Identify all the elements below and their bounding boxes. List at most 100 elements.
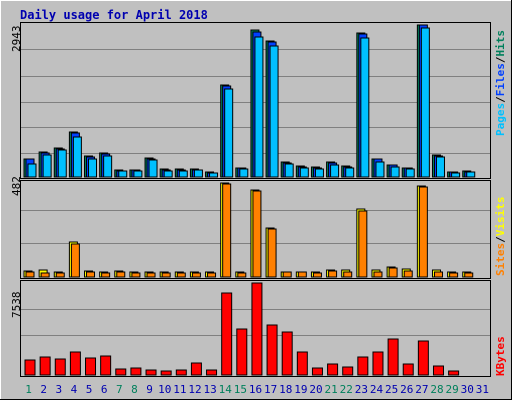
bar-kbytes-17 <box>266 324 278 376</box>
bar-sites-15 <box>237 272 247 278</box>
bar-pages-25 <box>390 166 400 178</box>
bar-sites-19 <box>297 271 307 278</box>
bar-kbytes-27 <box>417 340 429 376</box>
bar-pages-21 <box>330 164 340 178</box>
x-label-7: 7 <box>116 383 123 396</box>
bar-sites-21 <box>328 270 338 278</box>
bar-sites-6 <box>101 272 111 278</box>
legend-sep-2: / <box>494 56 507 63</box>
bar-sites-12 <box>191 272 201 278</box>
bar-kbytes-10 <box>160 370 172 376</box>
x-label-22: 22 <box>340 383 353 396</box>
x-label-15: 15 <box>234 383 247 396</box>
x-label-3: 3 <box>56 383 63 396</box>
bar-kbytes-28 <box>432 365 444 376</box>
x-label-9: 9 <box>146 383 153 396</box>
bar-pages-19 <box>299 167 309 178</box>
bar-kbytes-7 <box>115 368 127 376</box>
x-label-26: 26 <box>400 383 413 396</box>
x-label-5: 5 <box>86 383 93 396</box>
chart-title: Daily usage for April 2018 <box>20 8 208 22</box>
bar-pages-6 <box>103 155 113 178</box>
bar-kbytes-26 <box>402 363 414 376</box>
x-label-17: 17 <box>264 383 277 396</box>
x-label-27: 27 <box>415 383 428 396</box>
x-label-11: 11 <box>173 383 186 396</box>
bar-pages-9 <box>148 159 158 178</box>
x-label-21: 21 <box>325 383 338 396</box>
x-axis-labels: 1 2 3 4 5 6 7 8 9 10 11 12 13 14 15 16 17 18 19 20 21 22 23 24 2… <box>25 383 489 396</box>
bar-kbytes-8 <box>130 367 142 376</box>
bar-sites-9 <box>146 272 156 278</box>
bar-sites-11 <box>176 272 186 278</box>
bars <box>23 24 476 376</box>
bar-pages-12 <box>193 169 203 178</box>
bar-sites-29 <box>449 272 459 278</box>
bar-sites-8 <box>131 272 141 278</box>
bar-kbytes-2 <box>39 356 51 376</box>
bar-sites-20 <box>312 272 322 278</box>
bar-kbytes-21 <box>327 363 339 376</box>
bar-kbytes-19 <box>296 351 308 376</box>
bar-pages-1 <box>27 163 37 178</box>
bar-pages-27 <box>420 27 430 178</box>
x-label-31: 31 <box>476 383 489 396</box>
x-label-20: 20 <box>309 383 322 396</box>
bar-sites-25 <box>388 267 398 278</box>
x-label-28: 28 <box>430 383 443 396</box>
bar-pages-2 <box>42 154 52 178</box>
legend-sites: Sites <box>494 243 507 276</box>
bar-kbytes-15 <box>236 328 248 376</box>
bar-kbytes-12 <box>190 362 202 376</box>
bar-pages-24 <box>375 161 385 178</box>
legend-bottom: KBytes <box>494 336 507 376</box>
bar-pages-28 <box>435 156 445 178</box>
x-label-6: 6 <box>101 383 108 396</box>
x-label-4: 4 <box>71 383 78 396</box>
bar-kbytes-6 <box>100 355 112 376</box>
x-label-12: 12 <box>188 383 201 396</box>
bar-pages-13 <box>209 172 219 178</box>
bar-pages-5 <box>88 158 98 178</box>
bar-pages-4 <box>72 136 82 178</box>
bar-kbytes-3 <box>54 358 66 376</box>
x-label-25: 25 <box>385 383 398 396</box>
legend-sep-3: / <box>494 236 507 243</box>
bar-sites-16 <box>252 190 262 278</box>
bar-kbytes-29 <box>448 370 460 376</box>
legend-top: Pages/Files/Hits <box>494 30 507 136</box>
x-label-2: 2 <box>40 383 47 396</box>
bar-pages-16 <box>254 36 264 178</box>
legend-pages: Pages <box>494 103 507 136</box>
bar-sites-4 <box>70 243 80 278</box>
bar-kbytes-22 <box>342 366 354 376</box>
bar-pages-17 <box>269 45 279 178</box>
bar-pages-22 <box>345 167 355 178</box>
bar-kbytes-14 <box>221 292 233 376</box>
bar-pages-14 <box>224 88 234 178</box>
x-label-8: 8 <box>131 383 138 396</box>
bar-sites-1 <box>25 271 35 278</box>
bar-pages-26 <box>405 168 415 178</box>
bar-kbytes-25 <box>387 338 399 376</box>
bar-kbytes-16 <box>251 282 263 376</box>
bar-kbytes-20 <box>311 367 323 376</box>
legend-middle: Sites/Visits <box>494 197 507 277</box>
x-label-18: 18 <box>279 383 292 396</box>
legend-files: Files <box>494 63 507 96</box>
x-label-14: 14 <box>219 383 233 396</box>
bar-pages-18 <box>284 163 294 178</box>
bar-sites-28 <box>433 271 443 278</box>
x-label-10: 10 <box>158 383 171 396</box>
top-max-label: 2943 <box>10 26 23 53</box>
bar-sites-23 <box>358 210 368 278</box>
bar-pages-11 <box>178 170 188 178</box>
bar-sites-10 <box>161 272 171 278</box>
legend-visits: Visits <box>494 197 507 237</box>
x-label-24: 24 <box>370 383 384 396</box>
legend-kbytes: KBytes <box>494 336 507 376</box>
x-label-16: 16 <box>249 383 262 396</box>
bar-sites-22 <box>343 271 353 278</box>
bar-pages-7 <box>118 170 128 178</box>
